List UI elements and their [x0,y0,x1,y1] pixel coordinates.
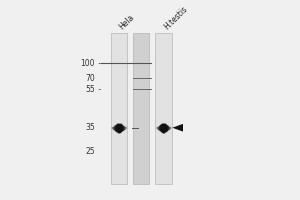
Text: Hela: Hela [117,12,136,31]
Bar [133,33,149,184]
Text: 35: 35 [85,123,95,132]
Bar [111,33,127,184]
Text: 70: 70 [85,74,95,83]
Bar [155,33,172,184]
Text: -: - [97,85,102,94]
Polygon shape [172,124,183,132]
Text: 100: 100 [80,59,95,68]
Text: 55: 55 [85,85,95,94]
Text: 25: 25 [85,147,95,156]
Text: H.testis: H.testis [162,4,189,31]
Text: -: - [97,59,102,68]
